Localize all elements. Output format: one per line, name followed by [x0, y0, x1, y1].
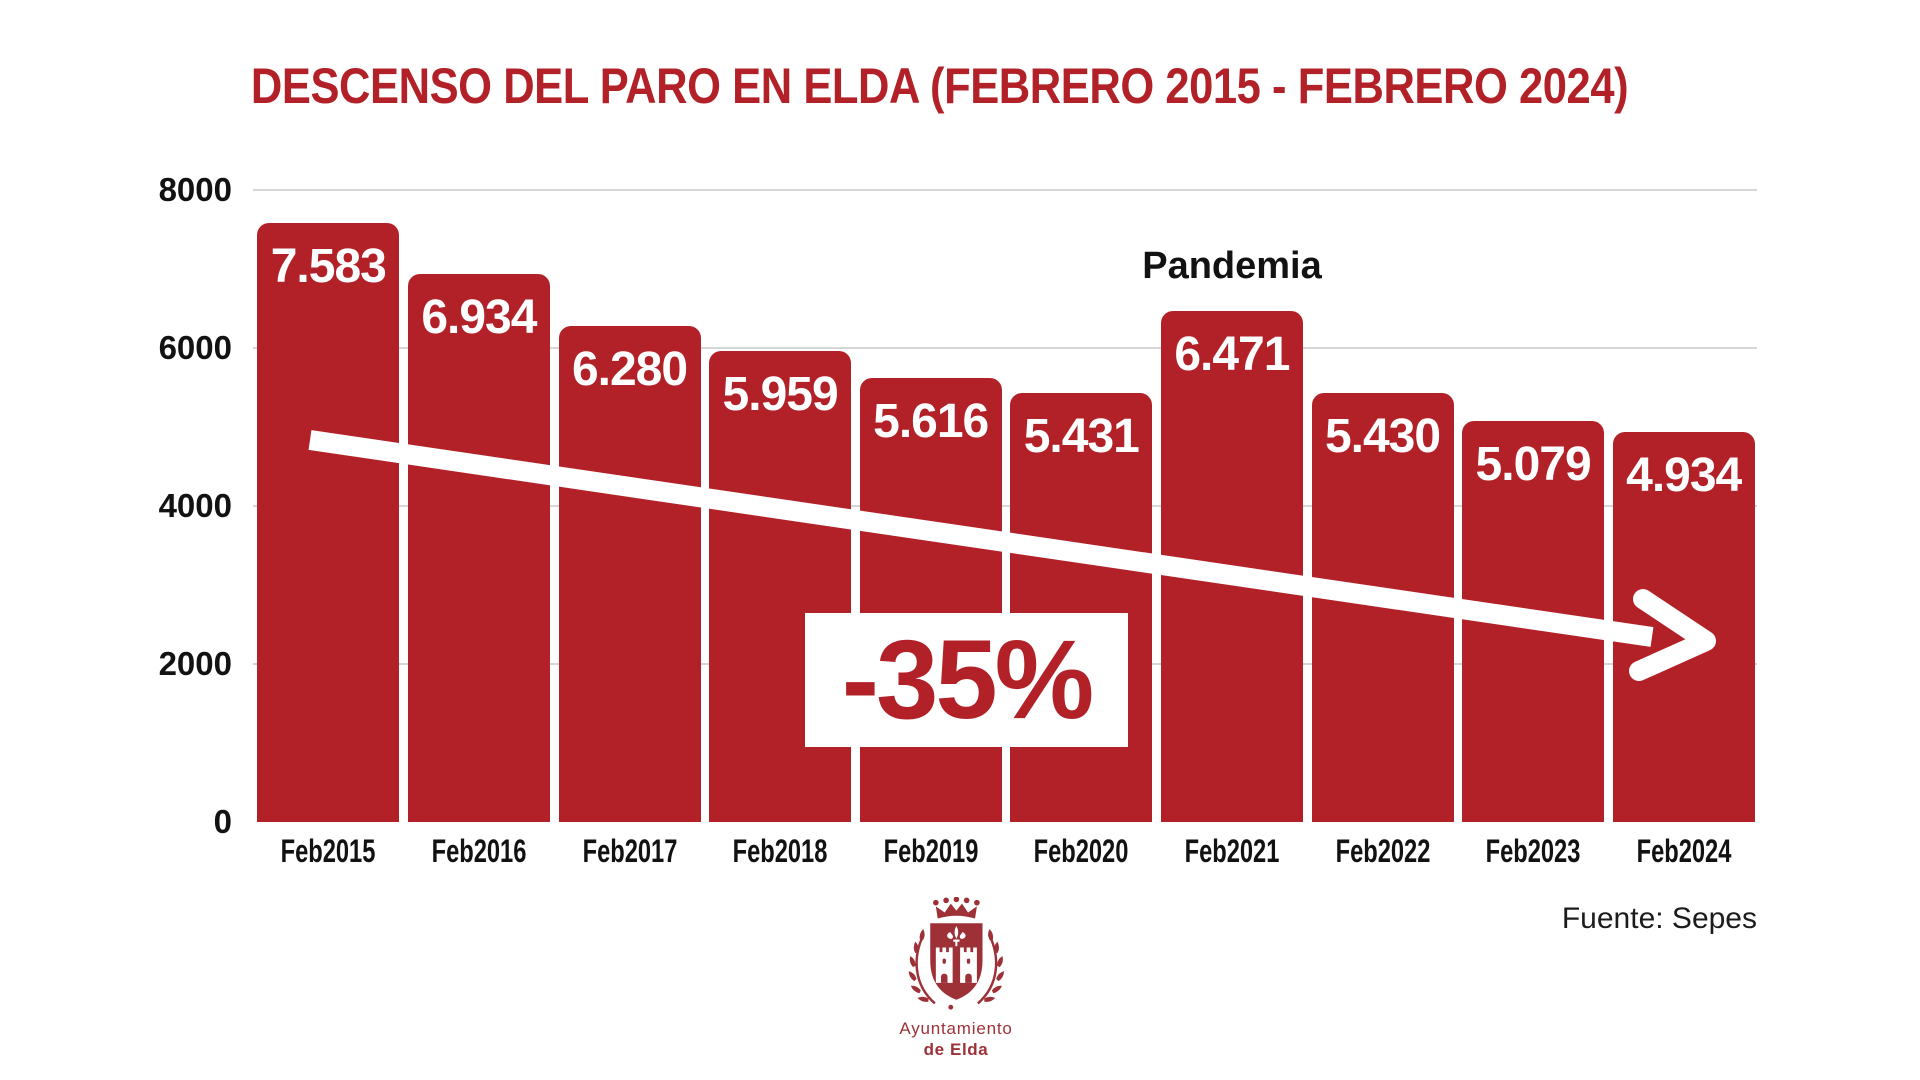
bar-value-label: 5.431: [1023, 409, 1140, 463]
bar-value-label: 7.583: [270, 239, 387, 293]
x-axis-label-Feb2015: Feb2015: [280, 833, 376, 869]
bar-value-label: 4.934: [1626, 449, 1742, 503]
x-axis-label-Feb2021: Feb2021: [1184, 833, 1280, 869]
laurel-dot-icon: [947, 1004, 953, 1010]
bar-Feb2020: 5.431: [1010, 392, 1153, 822]
x-axis-label-Feb2018: Feb2018: [732, 833, 828, 869]
y-axis-label-0: 0: [213, 803, 232, 840]
x-axis-label-Feb2022: Feb2022: [1335, 833, 1430, 869]
ayuntamiento-logo: Ayuntamiento de Elda: [899, 896, 1013, 1060]
gridline-8000: [253, 189, 1757, 191]
bar-value-label: 6.280: [571, 342, 688, 396]
laurel-branch-icon: [908, 929, 936, 1005]
bar-Feb2015: 7.583: [257, 222, 400, 822]
fleur-de-lis-icon: [946, 926, 966, 947]
shield-icon: [929, 923, 983, 1000]
bar-value-label: 5.959: [722, 368, 839, 422]
x-axis-label-Feb2019: Feb2019: [883, 833, 979, 869]
laurel-branch-icon: [976, 929, 1004, 1005]
percent-value: -35%: [841, 617, 1094, 742]
annotation-pandemia: Pandemia: [1142, 245, 1322, 287]
bar-value-label: 5.430: [1324, 410, 1441, 464]
x-axis-label-Feb2020: Feb2020: [1033, 833, 1129, 869]
x-axis-label-Feb2024: Feb2024: [1636, 833, 1732, 869]
crown-icon: [932, 896, 980, 919]
bar-value-label: 6.471: [1174, 327, 1290, 381]
bar-Feb2024: 4.934: [1612, 432, 1755, 822]
y-axis-label-4000: 4000: [158, 487, 232, 524]
y-axis-label-8000: 8000: [158, 171, 232, 208]
elda-crest-icon: [908, 896, 1004, 1010]
bar-value-label: 5.616: [873, 395, 989, 449]
source-text: Fuente: Sepes: [1561, 902, 1757, 935]
chart-title: DESCENSO DEL PARO EN ELDA (FEBRERO 2015 …: [251, 58, 1629, 114]
bar-Feb2019: 5.616: [859, 378, 1002, 822]
logo-text-line2: de Elda: [923, 1040, 989, 1059]
bar-Feb2022: 5.430: [1311, 393, 1454, 822]
x-axis-label-Feb2017: Feb2017: [582, 833, 677, 869]
bar-Feb2023: 5.079: [1462, 420, 1605, 822]
bar-Feb2021: 6.471: [1160, 310, 1303, 822]
x-axis-label-Feb2023: Feb2023: [1485, 833, 1581, 869]
x-axis-label-Feb2016: Feb2016: [431, 833, 527, 869]
percent-callout: -35%: [805, 613, 1128, 747]
y-axis-label-6000: 6000: [158, 329, 232, 366]
bar-Feb2017: 6.280: [558, 325, 701, 822]
bar-value-label: 5.079: [1475, 437, 1592, 491]
bar-Feb2018: 5.959: [709, 351, 852, 822]
bar-value-label: 6.934: [421, 291, 537, 345]
gridline-6000: [253, 347, 1757, 349]
bar-Feb2016: 6.934: [407, 274, 550, 822]
y-axis-label-2000: 2000: [158, 645, 232, 682]
logo-text-line1: Ayuntamiento: [899, 1019, 1013, 1038]
tower-icon: [935, 947, 953, 983]
tower-icon: [959, 947, 977, 983]
